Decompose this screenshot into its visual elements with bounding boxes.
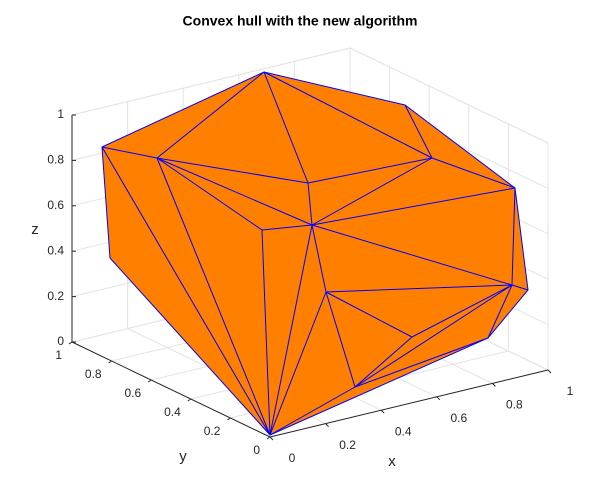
hull-edge: [269, 386, 356, 436]
hull-edge: [156, 157, 271, 436]
hull-edge: [354, 337, 489, 388]
y-tick-label: 0.6: [125, 386, 142, 400]
x-tick-label: 0.6: [450, 411, 467, 425]
hull-surface: [101, 71, 529, 436]
x-tick-label: 0.4: [395, 424, 412, 438]
x-tick-label: 0.2: [339, 438, 356, 452]
hull-edge: [311, 224, 327, 293]
y-tick-label: 0.2: [204, 424, 221, 438]
y-tick-label: 0: [253, 443, 260, 457]
y-axis-label: y: [179, 448, 187, 465]
x-tick-label: 1: [567, 384, 574, 398]
box-edge: [269, 369, 549, 438]
z-tick-label: 0.4: [47, 243, 64, 257]
z-tick-label: 0: [57, 334, 64, 348]
y-tick: [108, 360, 112, 364]
hull-edge: [263, 71, 309, 184]
y-tick: [147, 379, 152, 383]
x-tick-label: 0: [289, 451, 296, 465]
x-tick: [325, 423, 329, 427]
hull-edge: [156, 157, 263, 231]
y-tick: [187, 398, 192, 402]
hull-edge: [325, 284, 513, 293]
x-tick: [380, 409, 385, 414]
hull-edge: [311, 224, 513, 286]
hull-edge: [404, 104, 433, 159]
hull-edge: [354, 284, 513, 388]
hull-edge: [431, 157, 516, 189]
hull-edge: [261, 229, 271, 436]
hull-edge: [156, 157, 313, 226]
hull-edge: [325, 291, 356, 388]
z-tick-label: 0.8: [47, 153, 64, 167]
x-tick: [436, 396, 441, 401]
hull-edge: [311, 187, 516, 226]
y-tick: [68, 341, 73, 345]
y-tick-label: 1: [55, 348, 62, 362]
x-tick: [492, 383, 496, 387]
hull-edge: [156, 71, 265, 159]
y-tick: [227, 417, 231, 421]
x-tick-label: 0.8: [506, 398, 523, 412]
hull-edge: [325, 291, 413, 338]
z-tick-label: 0.6: [47, 198, 64, 212]
hull-edge: [261, 224, 313, 231]
hull-edge: [101, 146, 158, 159]
hull: [101, 71, 529, 436]
hull-edge: [269, 224, 313, 436]
hull-edge: [311, 157, 433, 226]
box-edge: [71, 341, 271, 438]
hull-edge: [307, 157, 433, 184]
x-tick: [269, 436, 274, 441]
chart-title: Convex hull with the new algorithm: [183, 13, 418, 29]
axes: 00.20.40.60.8100.20.40.60.8100.20.40.60.…: [47, 107, 573, 465]
hull-edge: [511, 187, 516, 286]
hull-edge: [269, 291, 327, 436]
hull-edge: [411, 284, 513, 338]
z-tick-label: 0.2: [47, 289, 64, 303]
hull-edge: [263, 71, 433, 159]
box-edge: [71, 47, 351, 116]
hull-edge: [101, 146, 271, 436]
hull-edge: [487, 284, 513, 339]
box-edge: [349, 47, 549, 144]
z-axis-label: z: [31, 221, 39, 238]
hull-edge: [354, 336, 413, 388]
z-tick-label: 1: [57, 107, 64, 121]
hull-edge: [511, 284, 529, 291]
y-tick-label: 0.8: [85, 367, 102, 381]
hull-edge: [307, 182, 313, 226]
hull-edge: [156, 157, 309, 184]
x-axis-label: x: [388, 453, 396, 470]
x-tick: [547, 369, 552, 374]
y-tick: [266, 436, 271, 440]
y-tick-label: 0.4: [164, 405, 181, 419]
